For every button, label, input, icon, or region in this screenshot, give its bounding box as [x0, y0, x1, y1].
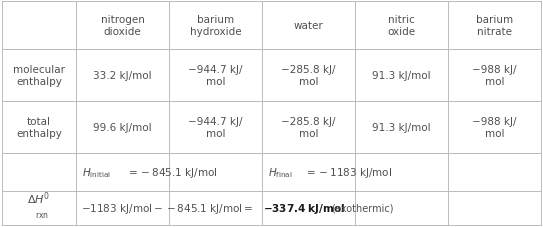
Text: $-1183\ \mathrm{kJ/mol} - -845.1\ \mathrm{kJ/mol} = $: $-1183\ \mathrm{kJ/mol} - -845.1\ \mathr… [81, 201, 254, 215]
Text: barium
nitrate: barium nitrate [476, 15, 513, 37]
Text: $H_{\mathrm{initial}}$: $H_{\mathrm{initial}}$ [82, 165, 111, 179]
Text: $\mathbf{-337.4\ kJ/mol}$: $\mathbf{-337.4\ kJ/mol}$ [263, 201, 345, 215]
Text: total
enthalpy: total enthalpy [16, 117, 62, 138]
Text: nitric
oxide: nitric oxide [388, 15, 415, 37]
Text: 33.2 kJ/mol: 33.2 kJ/mol [93, 71, 152, 81]
Text: −285.8 kJ/
mol: −285.8 kJ/ mol [281, 117, 336, 138]
Text: −944.7 kJ/
mol: −944.7 kJ/ mol [188, 65, 243, 86]
Text: $\mathrm{rxn}$: $\mathrm{rxn}$ [35, 209, 49, 219]
Text: 99.6 kJ/mol: 99.6 kJ/mol [93, 122, 152, 132]
Text: water: water [294, 21, 324, 31]
Text: molecular
enthalpy: molecular enthalpy [13, 65, 65, 86]
Text: 91.3 kJ/mol: 91.3 kJ/mol [372, 71, 431, 81]
Text: $= -845.1\ \mathrm{kJ/mol}$: $= -845.1\ \mathrm{kJ/mol}$ [126, 165, 218, 179]
Text: 91.3 kJ/mol: 91.3 kJ/mol [372, 122, 431, 132]
Text: −988 kJ/
mol: −988 kJ/ mol [472, 65, 517, 86]
Text: −944.7 kJ/
mol: −944.7 kJ/ mol [188, 117, 243, 138]
Text: $= -1183\ \mathrm{kJ/mol}$: $= -1183\ \mathrm{kJ/mol}$ [304, 165, 392, 179]
Text: −285.8 kJ/
mol: −285.8 kJ/ mol [281, 65, 336, 86]
Text: nitrogen
dioxide: nitrogen dioxide [100, 15, 144, 37]
Text: (exothermic): (exothermic) [331, 203, 394, 213]
Text: −988 kJ/
mol: −988 kJ/ mol [472, 117, 517, 138]
Text: barium
hydroxide: barium hydroxide [190, 15, 241, 37]
Text: $\Delta H^0$: $\Delta H^0$ [28, 190, 50, 206]
Text: $H_{\mathrm{final}}$: $H_{\mathrm{final}}$ [268, 165, 293, 179]
